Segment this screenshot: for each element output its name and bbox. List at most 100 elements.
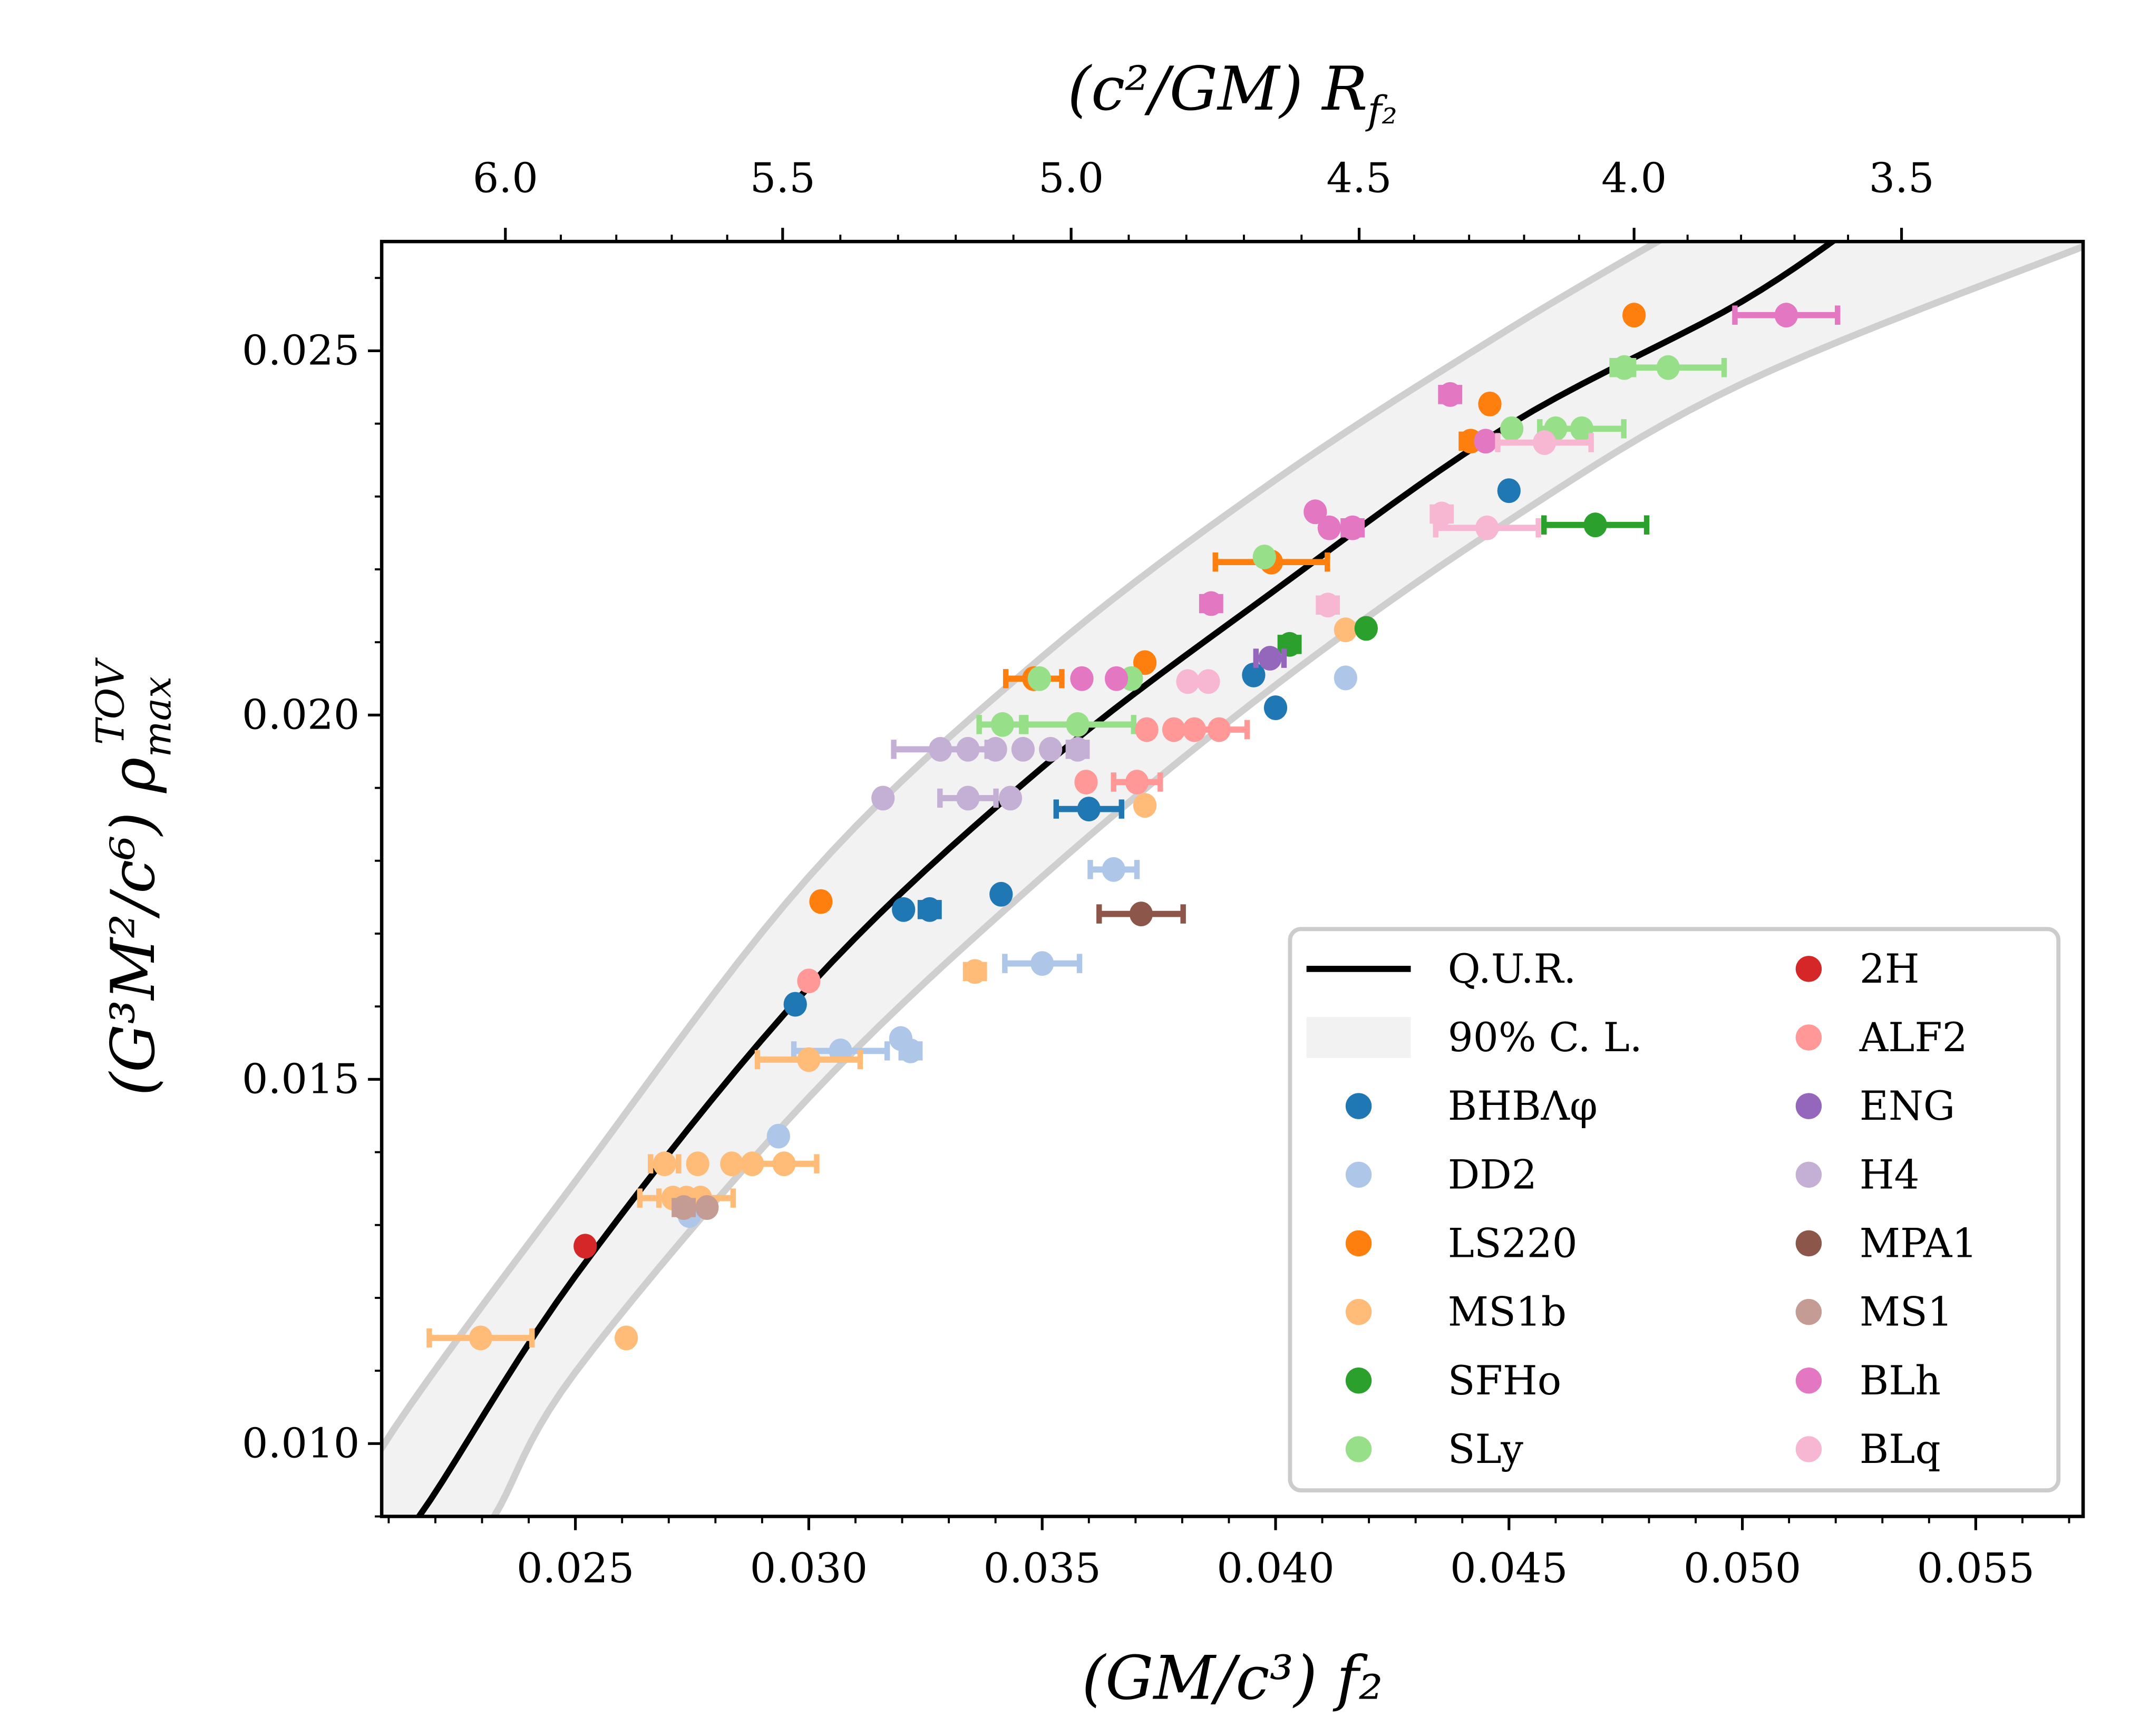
legend-marker — [1795, 1024, 1822, 1051]
data-point — [469, 1325, 492, 1351]
data-point — [695, 1195, 719, 1220]
legend-label: BHBΛφ — [1448, 1083, 1598, 1129]
legend-item-MS1b: MS1b — [1345, 1289, 1567, 1335]
data-point — [1334, 617, 1357, 643]
series-H4 — [871, 736, 1090, 811]
legend-item-BHBΛφ: BHBΛφ — [1345, 1083, 1598, 1129]
x-tick-label: 0.025 — [517, 1545, 635, 1592]
data-point — [918, 897, 941, 922]
data-point — [1334, 665, 1357, 691]
legend-marker — [1345, 1093, 1372, 1119]
data-point — [1027, 666, 1052, 691]
legend-item-SLy: SLy — [1345, 1426, 1523, 1472]
legend-label: 2H — [1860, 946, 1920, 992]
data-point — [1066, 712, 1090, 737]
legend-marker — [1795, 1298, 1822, 1325]
data-point — [615, 1325, 638, 1351]
legend-item-BLh: BLh — [1795, 1357, 1941, 1404]
legend-marker — [1345, 1298, 1372, 1325]
legend-item-LS220: LS220 — [1345, 1220, 1578, 1266]
data-point — [1125, 770, 1149, 794]
data-point — [1135, 717, 1159, 742]
x-tick-label: 0.035 — [983, 1545, 1101, 1592]
band-fill — [382, 241, 2084, 1517]
y-tick-label: 0.020 — [242, 691, 360, 739]
data-point — [573, 1234, 597, 1259]
x-axis-label: (GM/c³) f₂ — [1082, 1644, 1383, 1714]
legend-marker — [1795, 1436, 1822, 1462]
data-point — [956, 785, 980, 811]
qur-line — [415, 241, 1838, 1517]
x-tick-label: 0.045 — [1450, 1545, 1568, 1592]
data-point — [1011, 736, 1035, 762]
legend-label: SFHo — [1448, 1357, 1561, 1404]
legend-marker — [1795, 1230, 1822, 1257]
data-point — [1532, 430, 1557, 455]
data-point — [1622, 303, 1646, 328]
data-point — [1176, 669, 1200, 694]
data-point — [1438, 382, 1462, 407]
data-point — [797, 968, 821, 994]
data-point — [1197, 669, 1220, 694]
data-point — [720, 1151, 744, 1177]
x-tick-label: 0.055 — [1917, 1545, 2035, 1592]
data-point — [1774, 303, 1798, 328]
axis-ticks: 0.025 0.030 0.035 0.040 0.045 0.050 0.055 0.010… — [242, 154, 2070, 1592]
y-tick-label: 0.015 — [242, 1055, 360, 1103]
legend-item-90% C. L.: 90% C. L. — [1306, 1014, 1642, 1061]
top-x-tick-label: 3.5 — [1869, 154, 1934, 202]
legend-label: H4 — [1860, 1151, 1920, 1198]
legend: Q.U.R. 90% C. L. BHBΛφ DD2 LS220 MS1b SFHo SLy 2… — [1288, 927, 2061, 1492]
data-point — [871, 785, 895, 811]
legend-label: BLh — [1860, 1357, 1941, 1404]
data-point — [1104, 666, 1129, 691]
data-point — [1475, 515, 1499, 540]
legend-item-MS1: MS1 — [1795, 1289, 1953, 1335]
data-point — [1039, 736, 1063, 762]
data-point — [783, 992, 807, 1017]
data-point — [1102, 857, 1125, 882]
data-point — [766, 1123, 790, 1149]
series-BHBΛφ — [783, 478, 1521, 1017]
series-BLq — [1176, 430, 1594, 694]
data-point — [1252, 545, 1276, 569]
legend-item-SFHo: SFHo — [1345, 1357, 1561, 1404]
data-point — [998, 785, 1023, 811]
data-point — [1066, 736, 1090, 762]
legend-item-ALF2: ALF2 — [1795, 1014, 1968, 1061]
data-point — [963, 959, 987, 984]
data-point — [809, 889, 833, 914]
data-point — [984, 736, 1007, 762]
data-point — [1656, 355, 1680, 380]
data-point — [1030, 951, 1054, 976]
legend-label: 90% C. L. — [1448, 1014, 1642, 1061]
data-point — [1133, 793, 1157, 818]
top-x-axis-label: (c²/GM) Rf₂ — [1067, 54, 1397, 133]
data-point — [892, 897, 916, 922]
top-x-tick-label: 4.0 — [1601, 154, 1667, 202]
data-point — [1497, 478, 1521, 503]
data-point — [1077, 797, 1101, 822]
top-x-tick-label: 5.5 — [750, 154, 815, 202]
data-point — [772, 1151, 796, 1177]
qur-curve — [415, 241, 1838, 1517]
data-point — [1354, 616, 1378, 641]
legend-marker — [1795, 956, 1822, 982]
data-point — [1474, 429, 1497, 454]
data-point — [1242, 662, 1266, 687]
data-point — [672, 1195, 696, 1220]
top-x-tick-label: 4.5 — [1326, 154, 1392, 202]
data-point — [899, 1039, 922, 1063]
legend-label: MS1b — [1448, 1289, 1567, 1335]
legend-band-swatch — [1306, 1016, 1411, 1059]
legend-label: MPA1 — [1860, 1220, 1978, 1266]
legend-item-MPA1: MPA1 — [1795, 1220, 1978, 1266]
legend-label: ALF2 — [1859, 1014, 1968, 1061]
legend-marker — [1795, 1093, 1822, 1119]
series-MS1 — [672, 1195, 719, 1220]
data-point — [1258, 646, 1282, 671]
data-point — [1570, 416, 1594, 441]
series-2H — [573, 1234, 597, 1259]
legend-item-H4: H4 — [1795, 1151, 1920, 1198]
legend-label: MS1 — [1860, 1289, 1953, 1335]
